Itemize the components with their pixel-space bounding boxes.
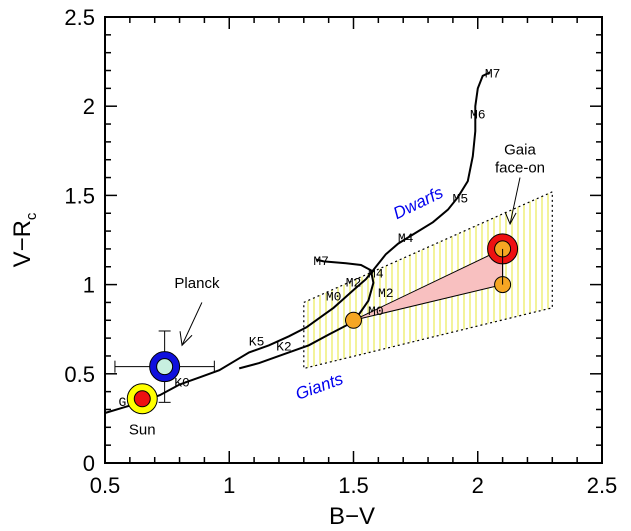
spectral-label: M7 bbox=[313, 254, 329, 269]
planck-arrow-head bbox=[179, 331, 193, 347]
planck-arrow-shaft bbox=[181, 302, 203, 346]
spectral-label: M4 bbox=[368, 266, 384, 281]
sun-label: Sun bbox=[129, 421, 156, 438]
x-axis-title: B−V bbox=[329, 503, 375, 530]
y-tick-label: 1 bbox=[83, 273, 95, 298]
x-tick-label: 2 bbox=[472, 473, 484, 498]
spectral-label: M2 bbox=[346, 275, 362, 290]
spectral-label: M0 bbox=[368, 304, 384, 319]
gaia-arrow-head bbox=[504, 211, 517, 226]
gaia-label-line1: Gaia bbox=[504, 141, 536, 158]
spectral-label: M2 bbox=[378, 286, 394, 301]
gaia-point bbox=[345, 311, 362, 329]
spectral-label: K2 bbox=[276, 340, 292, 355]
gaia-region-layer bbox=[303, 190, 553, 370]
planck-label: Planck bbox=[174, 275, 220, 292]
gaia-label-line2: face-on bbox=[495, 159, 545, 176]
spectral-label: M7 bbox=[485, 67, 501, 82]
spectral-label: M4 bbox=[398, 231, 414, 246]
y-tick-label: 0 bbox=[83, 451, 95, 476]
y-axis-title-sub: c bbox=[23, 212, 40, 220]
gaia-hatched-region bbox=[303, 190, 553, 370]
y-tick-label: 2.5 bbox=[64, 5, 95, 30]
x-tick-label: 0.5 bbox=[90, 473, 121, 498]
x-tick-label: 2.5 bbox=[587, 473, 618, 498]
spectral-label: K0 bbox=[174, 375, 190, 390]
marker-layer bbox=[114, 233, 519, 415]
planck-marker-core bbox=[156, 358, 174, 376]
spectral-label: M6 bbox=[470, 108, 486, 123]
axes-layer: 0.5 1 1.5 2 2.500.511.522.5 bbox=[64, 5, 617, 498]
y-tick-label: 1.5 bbox=[64, 183, 95, 208]
series-line-giants bbox=[238, 258, 375, 370]
spectral-label: G bbox=[118, 395, 126, 410]
region-label: Giants bbox=[293, 369, 346, 404]
y-tick-label: 2 bbox=[83, 94, 95, 119]
gaia-arrow-shaft bbox=[509, 177, 521, 225]
sequence-lines-layer bbox=[104, 71, 491, 414]
x-tick-label: 1 bbox=[223, 473, 235, 498]
sun-marker-core bbox=[133, 390, 151, 408]
x-tick-label: 1.5 bbox=[338, 473, 369, 498]
y-axis-title: V−Rc bbox=[9, 212, 40, 267]
spectral-label: M5 bbox=[453, 192, 469, 207]
y-tick-label: 0.5 bbox=[64, 362, 95, 387]
y-axis-title-main: V−R bbox=[9, 220, 36, 267]
series-line-dwarfs bbox=[104, 71, 491, 414]
spectral-label: M0 bbox=[326, 290, 342, 305]
spectral-label: K5 bbox=[249, 334, 265, 349]
